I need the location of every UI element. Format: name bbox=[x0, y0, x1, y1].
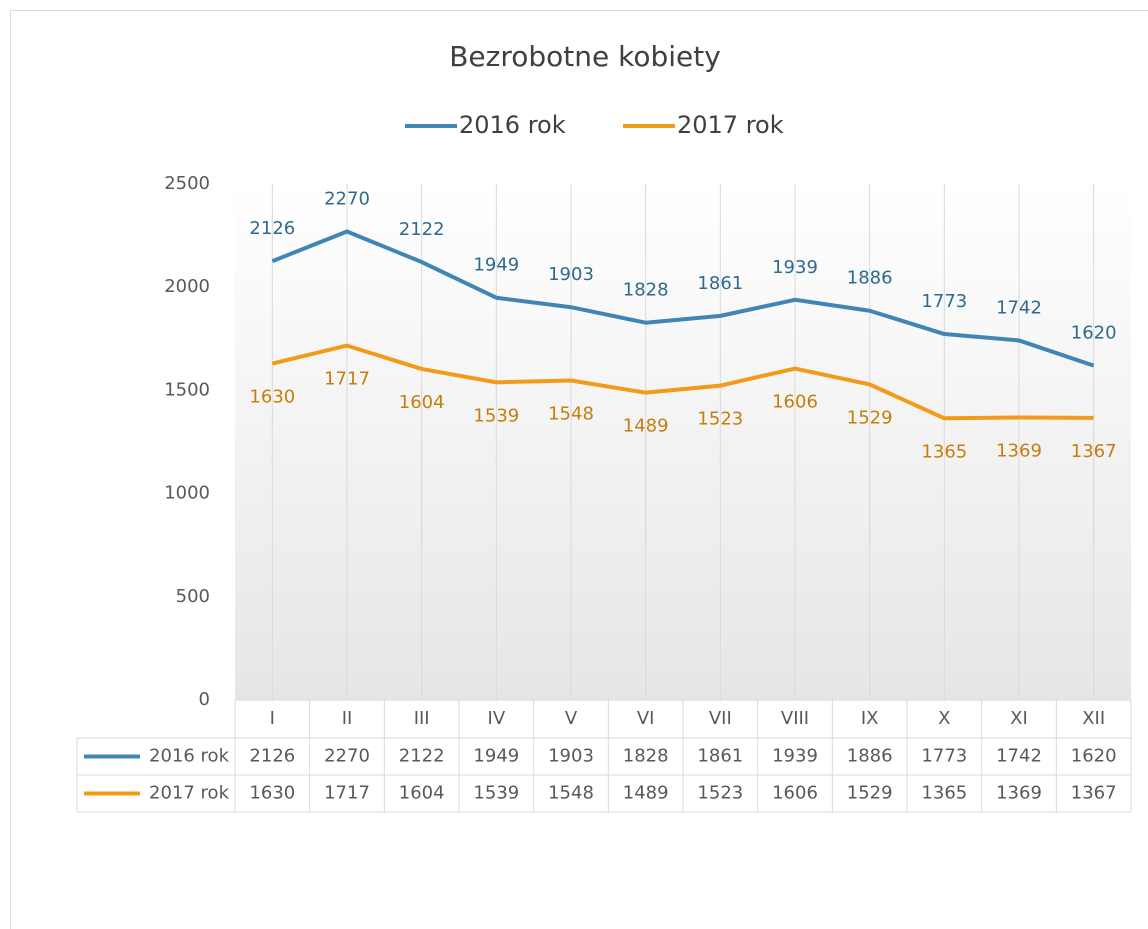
data-label: 1886 bbox=[847, 268, 893, 289]
data-label: 1773 bbox=[921, 291, 967, 312]
table-cell: 1630 bbox=[249, 783, 295, 804]
table-cell: 1523 bbox=[697, 783, 743, 804]
table-cell: 1606 bbox=[772, 783, 818, 804]
table-cell: 1620 bbox=[1071, 746, 1117, 767]
data-label: 1903 bbox=[548, 264, 594, 285]
data-label: 1939 bbox=[772, 257, 818, 278]
x-tick-label: X bbox=[938, 708, 950, 729]
data-label: 1861 bbox=[697, 273, 743, 294]
table-cell: 2270 bbox=[324, 746, 370, 767]
data-label: 1489 bbox=[623, 416, 669, 437]
table-series-name: 2016 rok bbox=[149, 746, 230, 767]
table-cell: 1369 bbox=[996, 783, 1042, 804]
table-cell: 1539 bbox=[473, 783, 519, 804]
series-line bbox=[271, 343, 1094, 421]
y-tick-label: 1000 bbox=[164, 483, 210, 504]
table-cell: 1886 bbox=[847, 746, 893, 767]
table-cell: 1604 bbox=[399, 783, 445, 804]
table-cell: 1367 bbox=[1071, 783, 1117, 804]
data-label: 1630 bbox=[249, 387, 295, 408]
data-label: 1523 bbox=[697, 409, 743, 430]
table-cell: 1861 bbox=[697, 746, 743, 767]
table-cell: 1773 bbox=[921, 746, 967, 767]
data-label: 2126 bbox=[249, 218, 295, 239]
y-tick-label: 500 bbox=[176, 586, 210, 607]
x-tick-label: VIII bbox=[781, 708, 809, 729]
data-label: 1604 bbox=[399, 392, 445, 413]
legend-label: 2016 rok bbox=[459, 111, 566, 139]
data-label: 1548 bbox=[548, 403, 594, 424]
data-label: 1529 bbox=[847, 407, 893, 428]
legend-label: 2017 rok bbox=[677, 111, 784, 139]
data-label: 1717 bbox=[324, 369, 370, 390]
data-label: 1742 bbox=[996, 297, 1042, 318]
table-cell: 1903 bbox=[548, 746, 594, 767]
x-tick-label: VII bbox=[709, 708, 732, 729]
x-tick-label: IX bbox=[861, 708, 879, 729]
x-tick-label: IV bbox=[488, 708, 506, 729]
table-cell: 2126 bbox=[249, 746, 295, 767]
data-label: 1365 bbox=[921, 441, 967, 462]
data-label: 2122 bbox=[399, 219, 445, 240]
x-tick-label: III bbox=[414, 708, 430, 729]
table-cell: 1828 bbox=[623, 746, 669, 767]
x-tick-label: XI bbox=[1010, 708, 1028, 729]
x-tick-label: XII bbox=[1082, 708, 1105, 729]
data-label: 2270 bbox=[324, 188, 370, 209]
chart-title: Bezrobotne kobiety bbox=[449, 40, 721, 73]
table-cell: 1548 bbox=[548, 783, 594, 804]
data-label: 1369 bbox=[996, 440, 1042, 461]
y-tick-label: 0 bbox=[199, 689, 210, 710]
data-label: 1367 bbox=[1071, 441, 1117, 462]
x-tick-label: VI bbox=[637, 708, 655, 729]
data-label: 1949 bbox=[473, 255, 519, 276]
table-cell: 1365 bbox=[921, 783, 967, 804]
table-series-name: 2017 rok bbox=[149, 783, 230, 804]
x-tick-label: V bbox=[565, 708, 578, 729]
data-label: 1606 bbox=[772, 392, 818, 413]
table-cell: 2122 bbox=[399, 746, 445, 767]
table-cell: 1949 bbox=[473, 746, 519, 767]
x-tick-label: II bbox=[342, 708, 353, 729]
data-label: 1620 bbox=[1071, 323, 1117, 344]
y-tick-label: 2000 bbox=[164, 276, 210, 297]
plot-area bbox=[235, 184, 1131, 700]
table-cell: 1939 bbox=[772, 746, 818, 767]
table-cell: 1742 bbox=[996, 746, 1042, 767]
table-cell: 1717 bbox=[324, 783, 370, 804]
table-cell: 1529 bbox=[847, 783, 893, 804]
table-cell: 1489 bbox=[623, 783, 669, 804]
data-label: 1828 bbox=[623, 280, 669, 301]
y-tick-label: 2500 bbox=[164, 173, 210, 194]
series-line bbox=[271, 229, 1095, 368]
y-tick-label: 1500 bbox=[164, 379, 210, 400]
data-label: 1539 bbox=[473, 405, 519, 426]
x-tick-label: I bbox=[270, 708, 275, 729]
